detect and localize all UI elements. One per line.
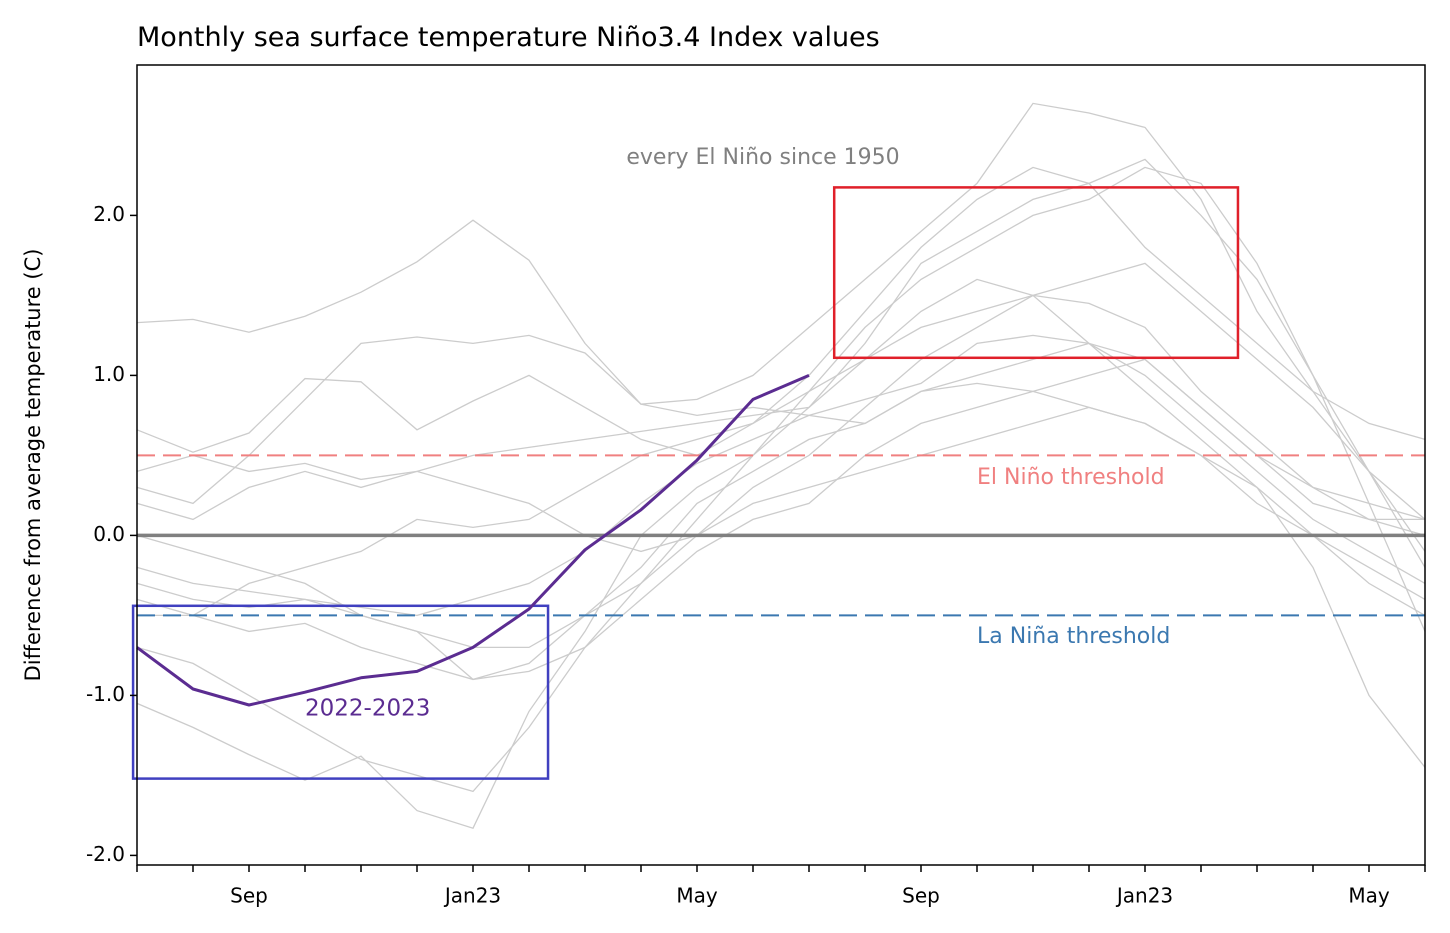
y-axis-label: Difference from average temperature (C) — [21, 249, 45, 682]
background-line — [136, 262, 1426, 553]
highlight-box — [131, 604, 550, 780]
background-line — [137, 358, 1426, 681]
x-tick-label: Jan23 — [1115, 884, 1173, 908]
y-tick-label: 0.0 — [93, 522, 125, 546]
background-label: every El Niño since 1950 — [626, 145, 899, 170]
y-tick-label: -1.0 — [86, 682, 125, 706]
x-tick-label: May — [676, 884, 718, 908]
background-line — [136, 182, 1426, 552]
series-label: 2022-2023 — [305, 696, 430, 722]
y-tick-label: 1.0 — [93, 362, 125, 386]
background-line — [136, 166, 1426, 829]
background-line — [136, 278, 1426, 793]
series-line — [136, 374, 810, 707]
background-line — [136, 158, 1426, 568]
x-tick-label: Sep — [230, 884, 268, 908]
plot-frame — [136, 64, 1426, 866]
highlight-box — [832, 186, 1240, 360]
x-tick-label: May — [1348, 884, 1390, 908]
background-line — [136, 294, 1426, 617]
x-tick-label: Jan23 — [443, 884, 501, 908]
background-line — [136, 406, 1426, 649]
y-tick-label: -2.0 — [86, 842, 125, 866]
threshold-label: La Niña threshold — [977, 624, 1170, 649]
chart-title: Monthly sea surface temperature Niño3.4 … — [137, 22, 880, 53]
background-line — [136, 382, 1426, 681]
y-tick-label: 2.0 — [93, 202, 125, 226]
threshold-label: El Niño threshold — [977, 465, 1165, 490]
background-line — [136, 102, 1426, 441]
background-line — [136, 334, 1426, 617]
x-tick-label: Sep — [902, 884, 940, 908]
